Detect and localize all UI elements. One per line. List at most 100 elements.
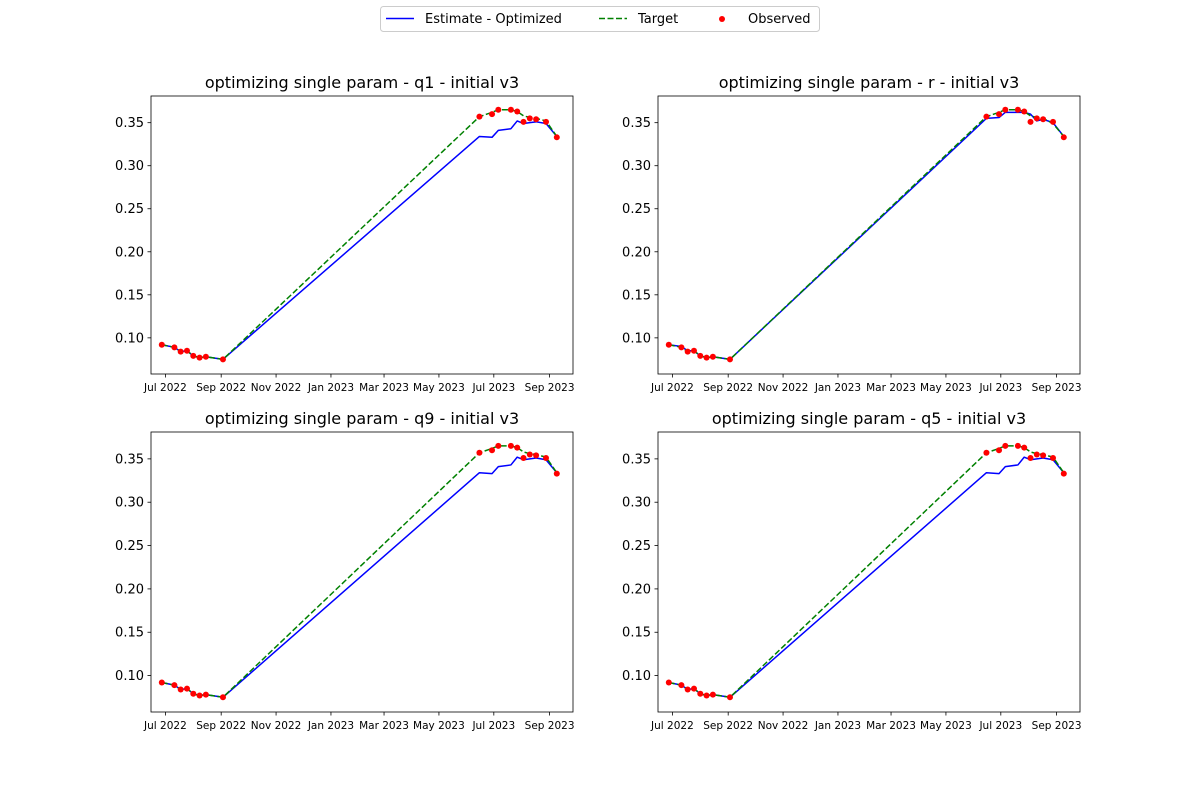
x-tick-label-r: Jul 2022 [650,382,694,394]
observed-point-r [1014,106,1021,113]
observed-point-q1 [158,341,165,348]
x-tick-label-q5: Jul 2023 [978,720,1022,732]
y-tick-label-q1: 0.20 [115,245,144,260]
observed-point-r [684,348,691,355]
legend-target-label: Target [637,12,678,27]
observed-point-r [1002,106,1009,113]
observed-point-q1 [202,353,209,360]
observed-point-q9 [196,692,203,699]
legend-observed-label: Observed [748,12,811,27]
x-tick-label-q9: Mar 2023 [359,720,409,732]
x-tick-label-q5: Nov 2022 [758,720,809,732]
observed-point-r [1040,116,1047,123]
observed-point-q1 [514,108,521,115]
legend: Estimate - Optimized Target Observed [380,6,820,32]
observed-point-q9 [533,452,540,459]
observed-point-q9 [177,686,184,693]
x-tick-label-r: Nov 2022 [758,382,809,394]
observed-point-q1 [553,134,560,141]
y-tick-label-q1: 0.10 [115,331,144,346]
y-tick-label-q1: 0.15 [115,288,144,303]
observed-point-q5 [1002,442,1009,449]
observed-point-q1 [507,106,514,113]
observed-point-r [726,356,733,363]
observed-point-r [697,352,704,359]
x-tick-label-q1: Jul 2022 [143,382,187,394]
x-tick-label-q5: Jul 2022 [650,720,694,732]
x-tick-label-r: Mar 2023 [866,382,916,394]
observed-point-q5 [690,685,697,692]
x-tick-label-q9: Jul 2022 [143,720,187,732]
observed-point-q9 [495,442,502,449]
y-tick-label-q9: 0.10 [115,669,144,684]
x-tick-label-q1: Mar 2023 [359,382,409,394]
observed-point-q1 [171,344,178,351]
x-tick-label-q9: Nov 2022 [251,720,302,732]
observed-point-q5 [996,447,1003,454]
observed-point-q5 [1021,444,1028,451]
observed-point-r [709,353,716,360]
observed-point-q5 [678,682,685,689]
y-tick-label-q5: 0.35 [622,452,651,467]
subplot-r: optimizing single param - r - initial v3… [622,73,1081,394]
y-tick-label-r: 0.15 [622,288,651,303]
observed-point-q1 [476,113,483,120]
observed-point-r [690,347,697,354]
y-tick-label-r: 0.20 [622,245,651,260]
observed-point-q5 [697,690,704,697]
observed-point-q5 [1040,452,1047,459]
y-tick-label-r: 0.35 [622,116,651,131]
observed-point-q9 [190,690,197,697]
observed-point-q5 [1050,455,1057,462]
x-tick-label-q9: Jan 2023 [307,720,354,732]
observed-point-q5 [1060,470,1067,477]
observed-point-q5 [983,449,990,456]
y-tick-label-q1: 0.35 [115,116,144,131]
observed-point-q9 [520,455,527,462]
observed-point-r [703,354,710,361]
y-tick-label-r: 0.10 [622,331,651,346]
axes-frame-q9 [150,431,574,713]
observed-point-q5 [1027,455,1034,462]
observed-point-q9 [219,694,226,701]
x-tick-label-r: Sep 2023 [1032,382,1082,394]
y-tick-label-r: 0.30 [622,159,651,174]
x-tick-label-q9: Jul 2023 [471,720,515,732]
axes-frame-r [657,95,1081,375]
observed-point-q9 [158,679,165,686]
y-tick-label-r: 0.25 [622,202,651,217]
observed-point-q1 [183,347,190,354]
y-tick-label-q9: 0.25 [115,539,144,554]
y-tick-label-q1: 0.25 [115,202,144,217]
x-tick-label-q1: Nov 2022 [251,382,302,394]
subplot-title-q1: optimizing single param - q1 - initial v… [205,73,519,92]
observed-point-q9 [183,685,190,692]
x-tick-label-q1: Sep 2023 [525,382,575,394]
observed-point-r [665,341,672,348]
subplot-q1: optimizing single param - q1 - initial v… [115,73,574,394]
x-tick-label-q1: Jul 2023 [471,382,515,394]
x-tick-label-r: May 2023 [920,382,972,394]
observed-point-q1 [543,118,550,125]
observed-point-q1 [495,106,502,113]
y-tick-label-q9: 0.15 [115,626,144,641]
observed-point-r [1027,118,1034,125]
x-tick-label-q9: Sep 2023 [525,720,575,732]
observed-point-q9 [526,451,533,458]
x-tick-label-q5: Sep 2022 [703,720,753,732]
x-tick-label-q1: Jan 2023 [307,382,354,394]
observed-point-q9 [476,449,483,456]
observed-point-r [1050,118,1057,125]
observed-point-q5 [709,691,716,698]
observed-point-q9 [514,444,521,451]
y-tick-label-q5: 0.20 [622,582,651,597]
observed-point-q9 [553,470,560,477]
y-tick-label-q5: 0.15 [622,626,651,641]
subplot-title-q5: optimizing single param - q5 - initial v… [712,409,1026,428]
x-tick-label-r: Jan 2023 [814,382,861,394]
observed-point-q5 [1033,451,1040,458]
x-tick-label-r: Jul 2023 [978,382,1022,394]
y-tick-label-q9: 0.35 [115,452,144,467]
observed-point-q1 [526,115,533,122]
